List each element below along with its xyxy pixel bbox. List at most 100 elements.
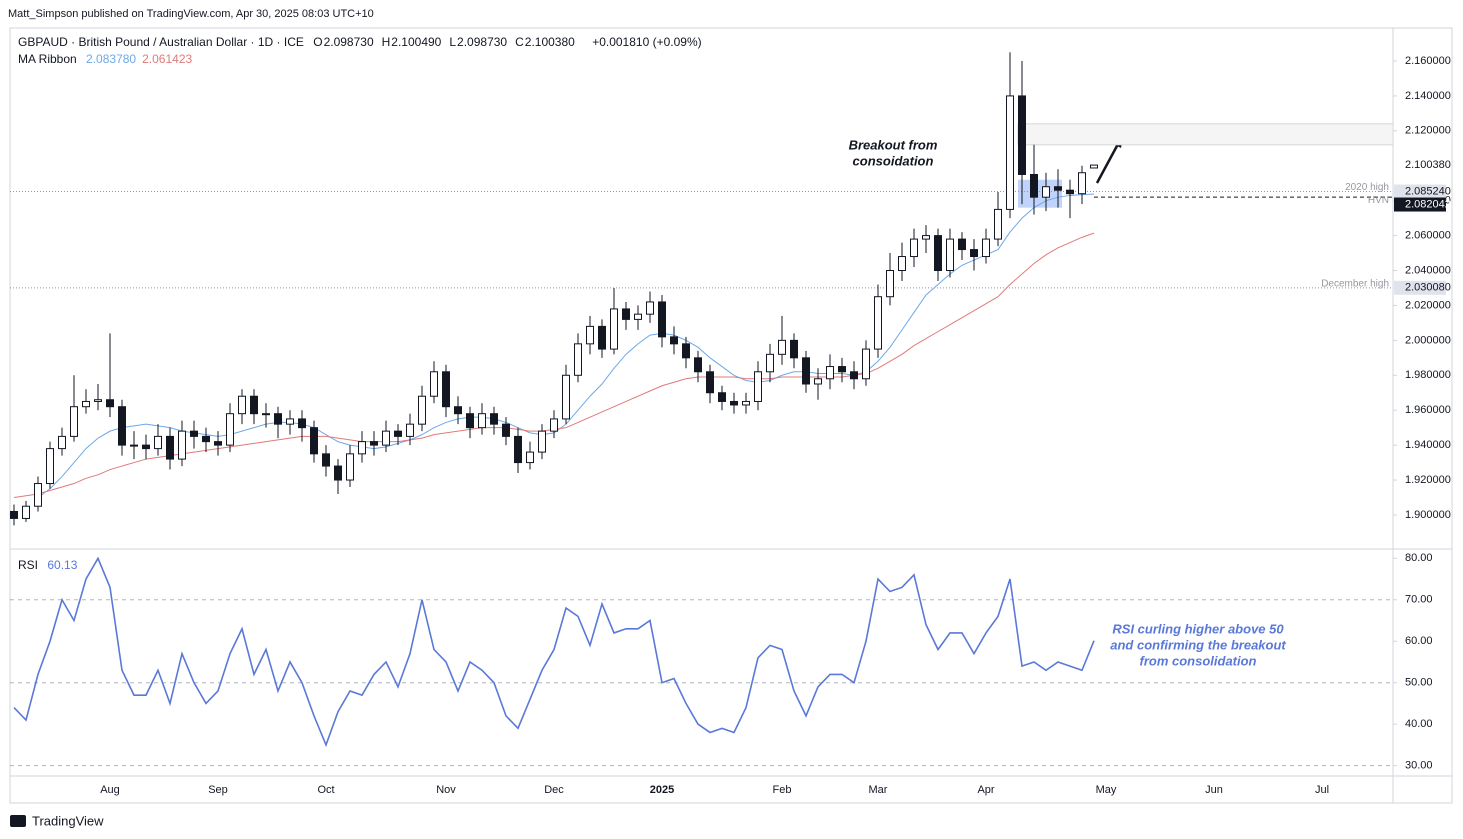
y-tick-label: 1.920000 — [1405, 474, 1451, 486]
candle-body — [1090, 164, 1098, 169]
candle-body — [562, 374, 570, 420]
ohlc-value: 2.098730 — [457, 35, 508, 49]
candle-body — [622, 308, 630, 320]
candle-body — [550, 418, 558, 432]
candle-body — [706, 371, 714, 394]
candle-body — [118, 406, 126, 446]
candle-body — [1078, 172, 1086, 195]
arrow — [1095, 143, 1120, 184]
candle-body — [250, 395, 258, 415]
candle-body — [70, 406, 78, 437]
candle-body — [778, 339, 786, 355]
candle-body — [334, 465, 342, 481]
rsi-tick-label: 60.00 — [1405, 635, 1433, 647]
candle-body — [358, 441, 366, 455]
candle-body — [430, 371, 438, 397]
candle-body — [406, 423, 414, 437]
rsi-tick-label: 50.00 — [1405, 677, 1433, 689]
ohlc-key: H — [381, 35, 391, 49]
attribution: Matt_Simpson published on TradingView.co… — [8, 8, 374, 20]
candle-body — [370, 441, 378, 446]
symbol: GBPAUD · British Pound / Australian Doll… — [18, 35, 304, 49]
candle-body — [502, 423, 510, 437]
candle-body — [478, 413, 486, 429]
consolidation-box — [1018, 179, 1062, 208]
candle-body — [766, 353, 774, 373]
level-label: 2.030080 — [1405, 282, 1451, 294]
candle-body — [298, 418, 306, 429]
rsi-tick-label: 70.00 — [1405, 594, 1433, 606]
candle-body — [1018, 95, 1026, 175]
ma-value: 2.083780 — [86, 52, 137, 66]
level-label: 2.085240 — [1405, 185, 1451, 197]
candle-body — [946, 238, 954, 272]
rsi-legend: RSI 60.13 — [18, 558, 83, 572]
y-tick-label: 2.020000 — [1405, 299, 1451, 311]
x-tick-label: Feb — [773, 784, 792, 796]
rsi-annotation: and confirming the breakout — [1110, 637, 1286, 652]
level-name: 2020 high — [1345, 182, 1389, 193]
candle-body — [346, 453, 354, 481]
candle-body — [238, 395, 246, 415]
candle-body — [826, 366, 834, 380]
candle-body — [982, 238, 990, 258]
rsi-tick-label: 30.00 — [1405, 760, 1433, 772]
candle-body — [106, 399, 114, 408]
candle-body — [466, 413, 474, 429]
candle-body — [742, 400, 750, 406]
candle-body — [322, 453, 330, 467]
level-badge — [1394, 184, 1446, 199]
candle-body — [130, 444, 138, 447]
y-tick-label: 1.900000 — [1405, 509, 1451, 521]
ohlc-legend: O2.098730 H2.100490 L2.098730 C2.100380 — [313, 35, 583, 49]
candle-body — [814, 378, 822, 385]
candle-body — [862, 348, 870, 380]
y-tick-label: 2.140000 — [1405, 90, 1451, 102]
candle-body — [790, 339, 798, 359]
x-tick-label: Jul — [1315, 784, 1329, 796]
ma-legend: MA Ribbon 2.083780 2.061423 — [18, 52, 198, 66]
candle-body — [442, 371, 450, 408]
y-tick-label: 1.980000 — [1405, 369, 1451, 381]
candle-body — [10, 510, 18, 519]
candle-body — [754, 371, 762, 402]
candle-body — [658, 301, 666, 338]
rsi-name: RSI — [18, 558, 39, 572]
candle-body — [538, 430, 546, 453]
candle-body — [262, 413, 270, 416]
candle-body — [922, 235, 930, 240]
candle-body — [418, 395, 426, 425]
x-tick-label: Mar — [869, 784, 888, 796]
change: +0.001810 (+0.09%) — [592, 35, 702, 49]
candle-body — [598, 325, 606, 350]
x-tick-label: Oct — [317, 784, 334, 796]
y-tick-label: 2.120000 — [1405, 125, 1451, 137]
x-tick-label: Sep — [208, 784, 228, 796]
candle-body — [874, 296, 882, 350]
x-tick-label: Aug — [100, 784, 120, 796]
candle-body — [838, 366, 846, 373]
candle-body — [1006, 95, 1014, 210]
candle-body — [394, 430, 402, 437]
ohlc-key: C — [515, 35, 524, 49]
candle-body — [670, 336, 678, 345]
ma-name: MA Ribbon — [18, 52, 77, 66]
x-tick-label: 2025 — [650, 784, 674, 796]
candle-body — [958, 238, 966, 251]
candle-body — [34, 483, 42, 507]
y-tick-label: 2.040000 — [1405, 264, 1451, 276]
candle-body — [526, 451, 534, 464]
candle-body — [802, 357, 810, 385]
candle-body — [994, 208, 1002, 240]
candle-body — [910, 238, 918, 258]
candle-body — [514, 435, 522, 464]
x-tick-label: Jun — [1205, 784, 1223, 796]
ohlc-value: 2.100490 — [391, 35, 442, 49]
candle-body — [730, 400, 738, 406]
candle-body — [934, 235, 942, 272]
candle-body — [22, 505, 30, 519]
candle-body — [46, 448, 54, 485]
candle-body — [142, 444, 150, 450]
ohlc-key: L — [449, 35, 457, 49]
